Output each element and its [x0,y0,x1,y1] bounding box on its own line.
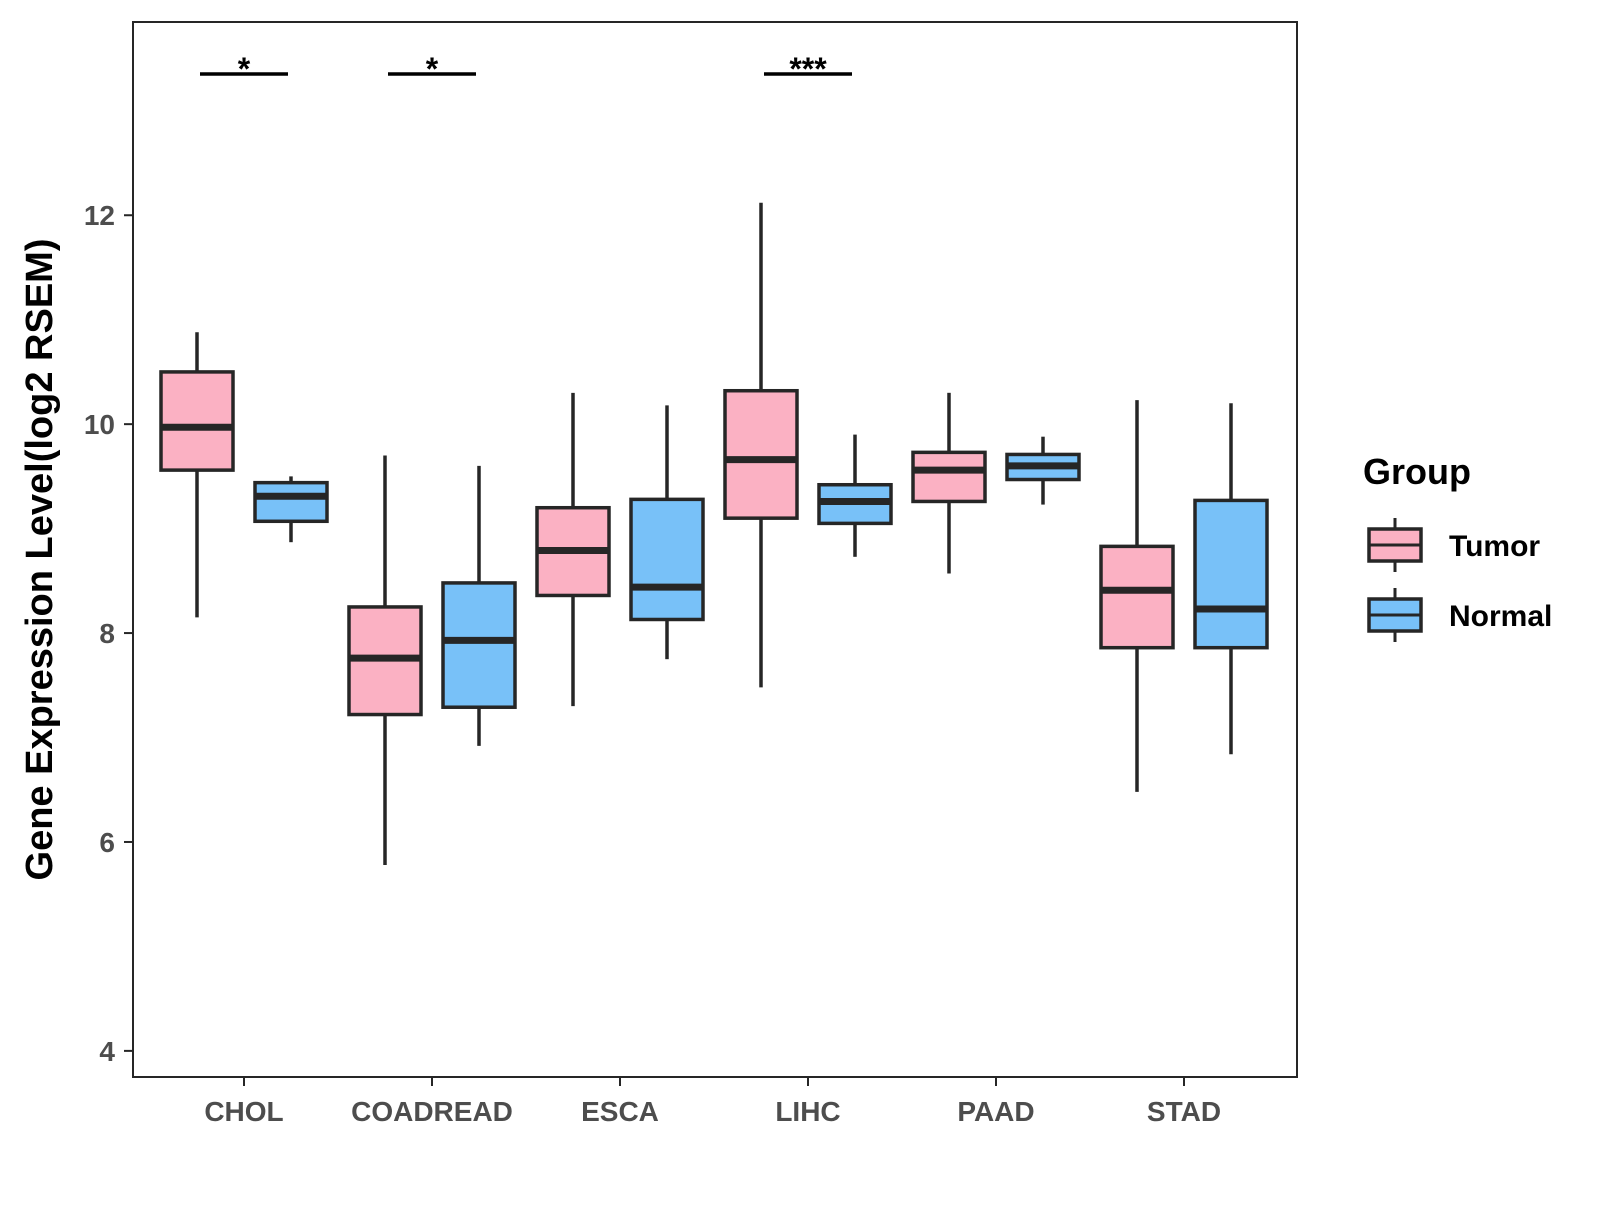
x-tick-label: COADREAD [351,1096,513,1127]
box-body [441,581,517,709]
significance-coadread: * [388,51,476,87]
box-body [1193,498,1269,650]
box-tumor-stad [1099,400,1175,792]
box-normal-chol [253,476,329,543]
x-tick-label: ESCA [581,1096,659,1127]
y-tick-label: 10 [84,409,115,440]
significance-lihc: *** [764,51,852,87]
legend-item-normal: Normal [1367,588,1552,642]
x-tick-label: CHOL [204,1096,283,1127]
box-body [723,388,799,520]
box-normal-lihc [817,434,893,557]
box-normal-paad [1005,436,1081,505]
x-tick-label: PAAD [957,1096,1034,1127]
box-tumor-coadread [347,455,423,865]
box-tumor-chol [159,332,235,618]
box-body [629,497,705,622]
box-tumor-esca [535,392,611,707]
box-normal-coadread [441,465,517,746]
legend-label: Tumor [1449,530,1540,563]
y-tick-label: 12 [84,200,115,231]
box-tumor-lihc [723,202,799,688]
box-body [159,370,235,472]
legend-item-tumor: Tumor [1367,518,1540,572]
box-body [1099,544,1175,650]
x-tick-label: LIHC [775,1096,840,1127]
box-normal-esca [629,405,705,660]
significance-chol: * [200,51,288,87]
legend-label: Normal [1449,600,1552,633]
y-tick-label: 4 [99,1036,115,1067]
box-tumor-paad [911,392,987,574]
x-tick-label: STAD [1147,1096,1221,1127]
box-body [253,480,329,524]
y-axis-title: Gene Expression Level(log2 RSEM) [19,239,61,881]
legend-title: Group [1363,451,1471,492]
box-normal-stad [1193,403,1269,755]
y-tick-label: 6 [99,827,115,858]
significance-label: * [426,51,439,87]
significance-label: * [238,51,251,87]
plot-panel-border [132,21,1298,1078]
box-body [911,450,987,504]
plot-area: 4 6 8 10 12 Gene Expression Level(log2 RSEM) C… [19,21,1298,1127]
legend: Group Tumor Normal [1363,451,1552,642]
significance-label: *** [789,51,827,87]
y-tick-label: 8 [99,618,115,649]
